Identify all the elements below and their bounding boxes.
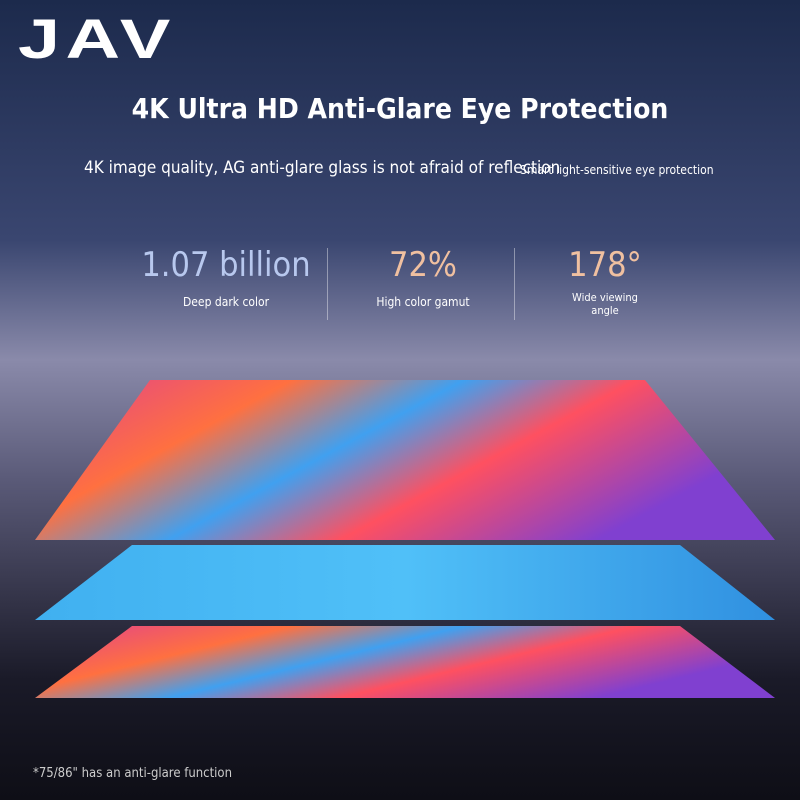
- stat: 72% High color gamut: [333, 245, 513, 309]
- subtitle: 4K image quality, AG anti-glare glass is…: [84, 158, 561, 178]
- stat-value: 178°: [568, 245, 642, 285]
- panel-layer: [35, 545, 775, 620]
- footnote: *75/86" has an anti-glare function: [33, 766, 232, 781]
- panel-layer: [35, 626, 775, 698]
- divider: [514, 248, 515, 320]
- stat-label: High color gamut: [376, 295, 470, 309]
- stat-value: 1.07 billion: [141, 245, 311, 285]
- subtitle: Smart light-sensitive eye protection: [520, 163, 714, 177]
- stat: 1.07 billion Deep dark color: [136, 245, 316, 309]
- stat-label: Deep dark color: [182, 295, 270, 309]
- title: 4K Ultra HD Anti-Glare Eye Protection: [131, 92, 669, 125]
- stat-value: 72%: [389, 245, 457, 285]
- panel-layer: [35, 380, 775, 540]
- stat-label: Wide viewing angle: [572, 291, 638, 317]
- brand-logo: JAV: [18, 7, 176, 70]
- divider: [327, 248, 328, 320]
- stat: 178° Wide viewing angle: [520, 245, 690, 317]
